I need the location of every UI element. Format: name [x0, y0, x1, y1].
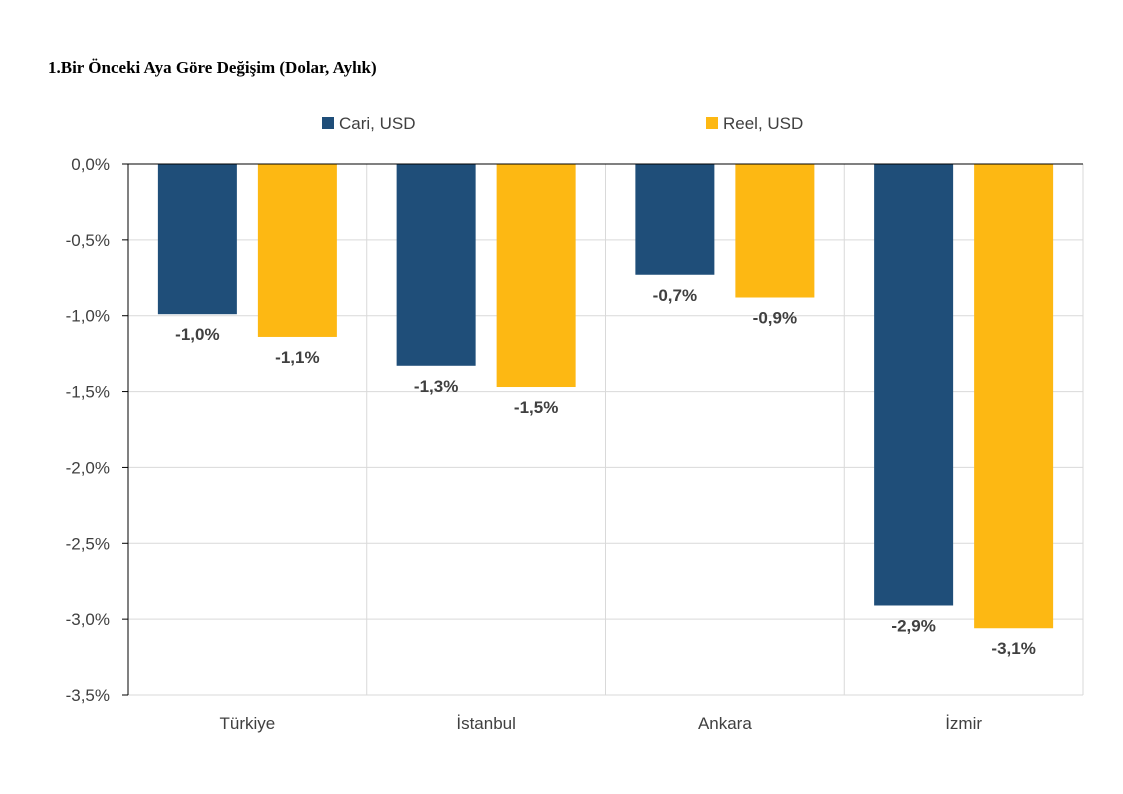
y-tick-label: -2,0%	[66, 458, 110, 477]
y-tick-label: -3,0%	[66, 610, 110, 629]
y-tick-label: -3,5%	[66, 686, 110, 705]
data-label: -1,1%	[275, 348, 319, 367]
bar-reel	[974, 164, 1054, 629]
bar-cari	[635, 164, 715, 275]
bar-cari	[157, 164, 237, 315]
data-label: -0,7%	[653, 286, 697, 305]
bar-reel	[257, 164, 337, 337]
y-tick-label: -0,5%	[66, 231, 110, 250]
y-tick-label: -1,5%	[66, 383, 110, 402]
bars	[157, 164, 1054, 629]
data-label: -0,9%	[753, 309, 797, 328]
bar-reel	[496, 164, 576, 388]
bar-reel	[735, 164, 815, 298]
x-tick-label: Türkiye	[220, 714, 276, 733]
data-label: -3,1%	[991, 639, 1035, 658]
legend-swatch-cari	[322, 117, 334, 129]
bar-cari	[874, 164, 954, 606]
data-label: -2,9%	[891, 616, 935, 635]
legend: Cari, USD Reel, USD	[322, 114, 803, 133]
axes: 0,0% -0,5% -1,0% -1,5% -2,0% -2,5% -3,0% -3,5% T…	[66, 155, 1083, 733]
legend-swatch-reel	[706, 117, 718, 129]
data-labels: -1,0% -1,3% -0,7% -2,9% -1,1% -1,5% -0,9% -3,1%	[175, 286, 1036, 658]
y-tick-label: -2,5%	[66, 534, 110, 553]
legend-label: Reel, USD	[723, 114, 803, 133]
chart-title: 1.Bir Önceki Aya Göre Değişim (Dolar, Ay…	[48, 58, 377, 77]
x-tick-label: Ankara	[698, 714, 752, 733]
data-label: -1,0%	[175, 325, 219, 344]
legend-label: Cari, USD	[339, 114, 416, 133]
x-tick-label: İzmir	[945, 714, 982, 733]
x-tick-label: İstanbul	[456, 714, 516, 733]
y-tick-label: 0,0%	[71, 155, 110, 174]
data-label: -1,3%	[414, 377, 458, 396]
bar-cari	[396, 164, 476, 366]
data-label: -1,5%	[514, 398, 558, 417]
y-tick-label: -1,0%	[66, 307, 110, 326]
